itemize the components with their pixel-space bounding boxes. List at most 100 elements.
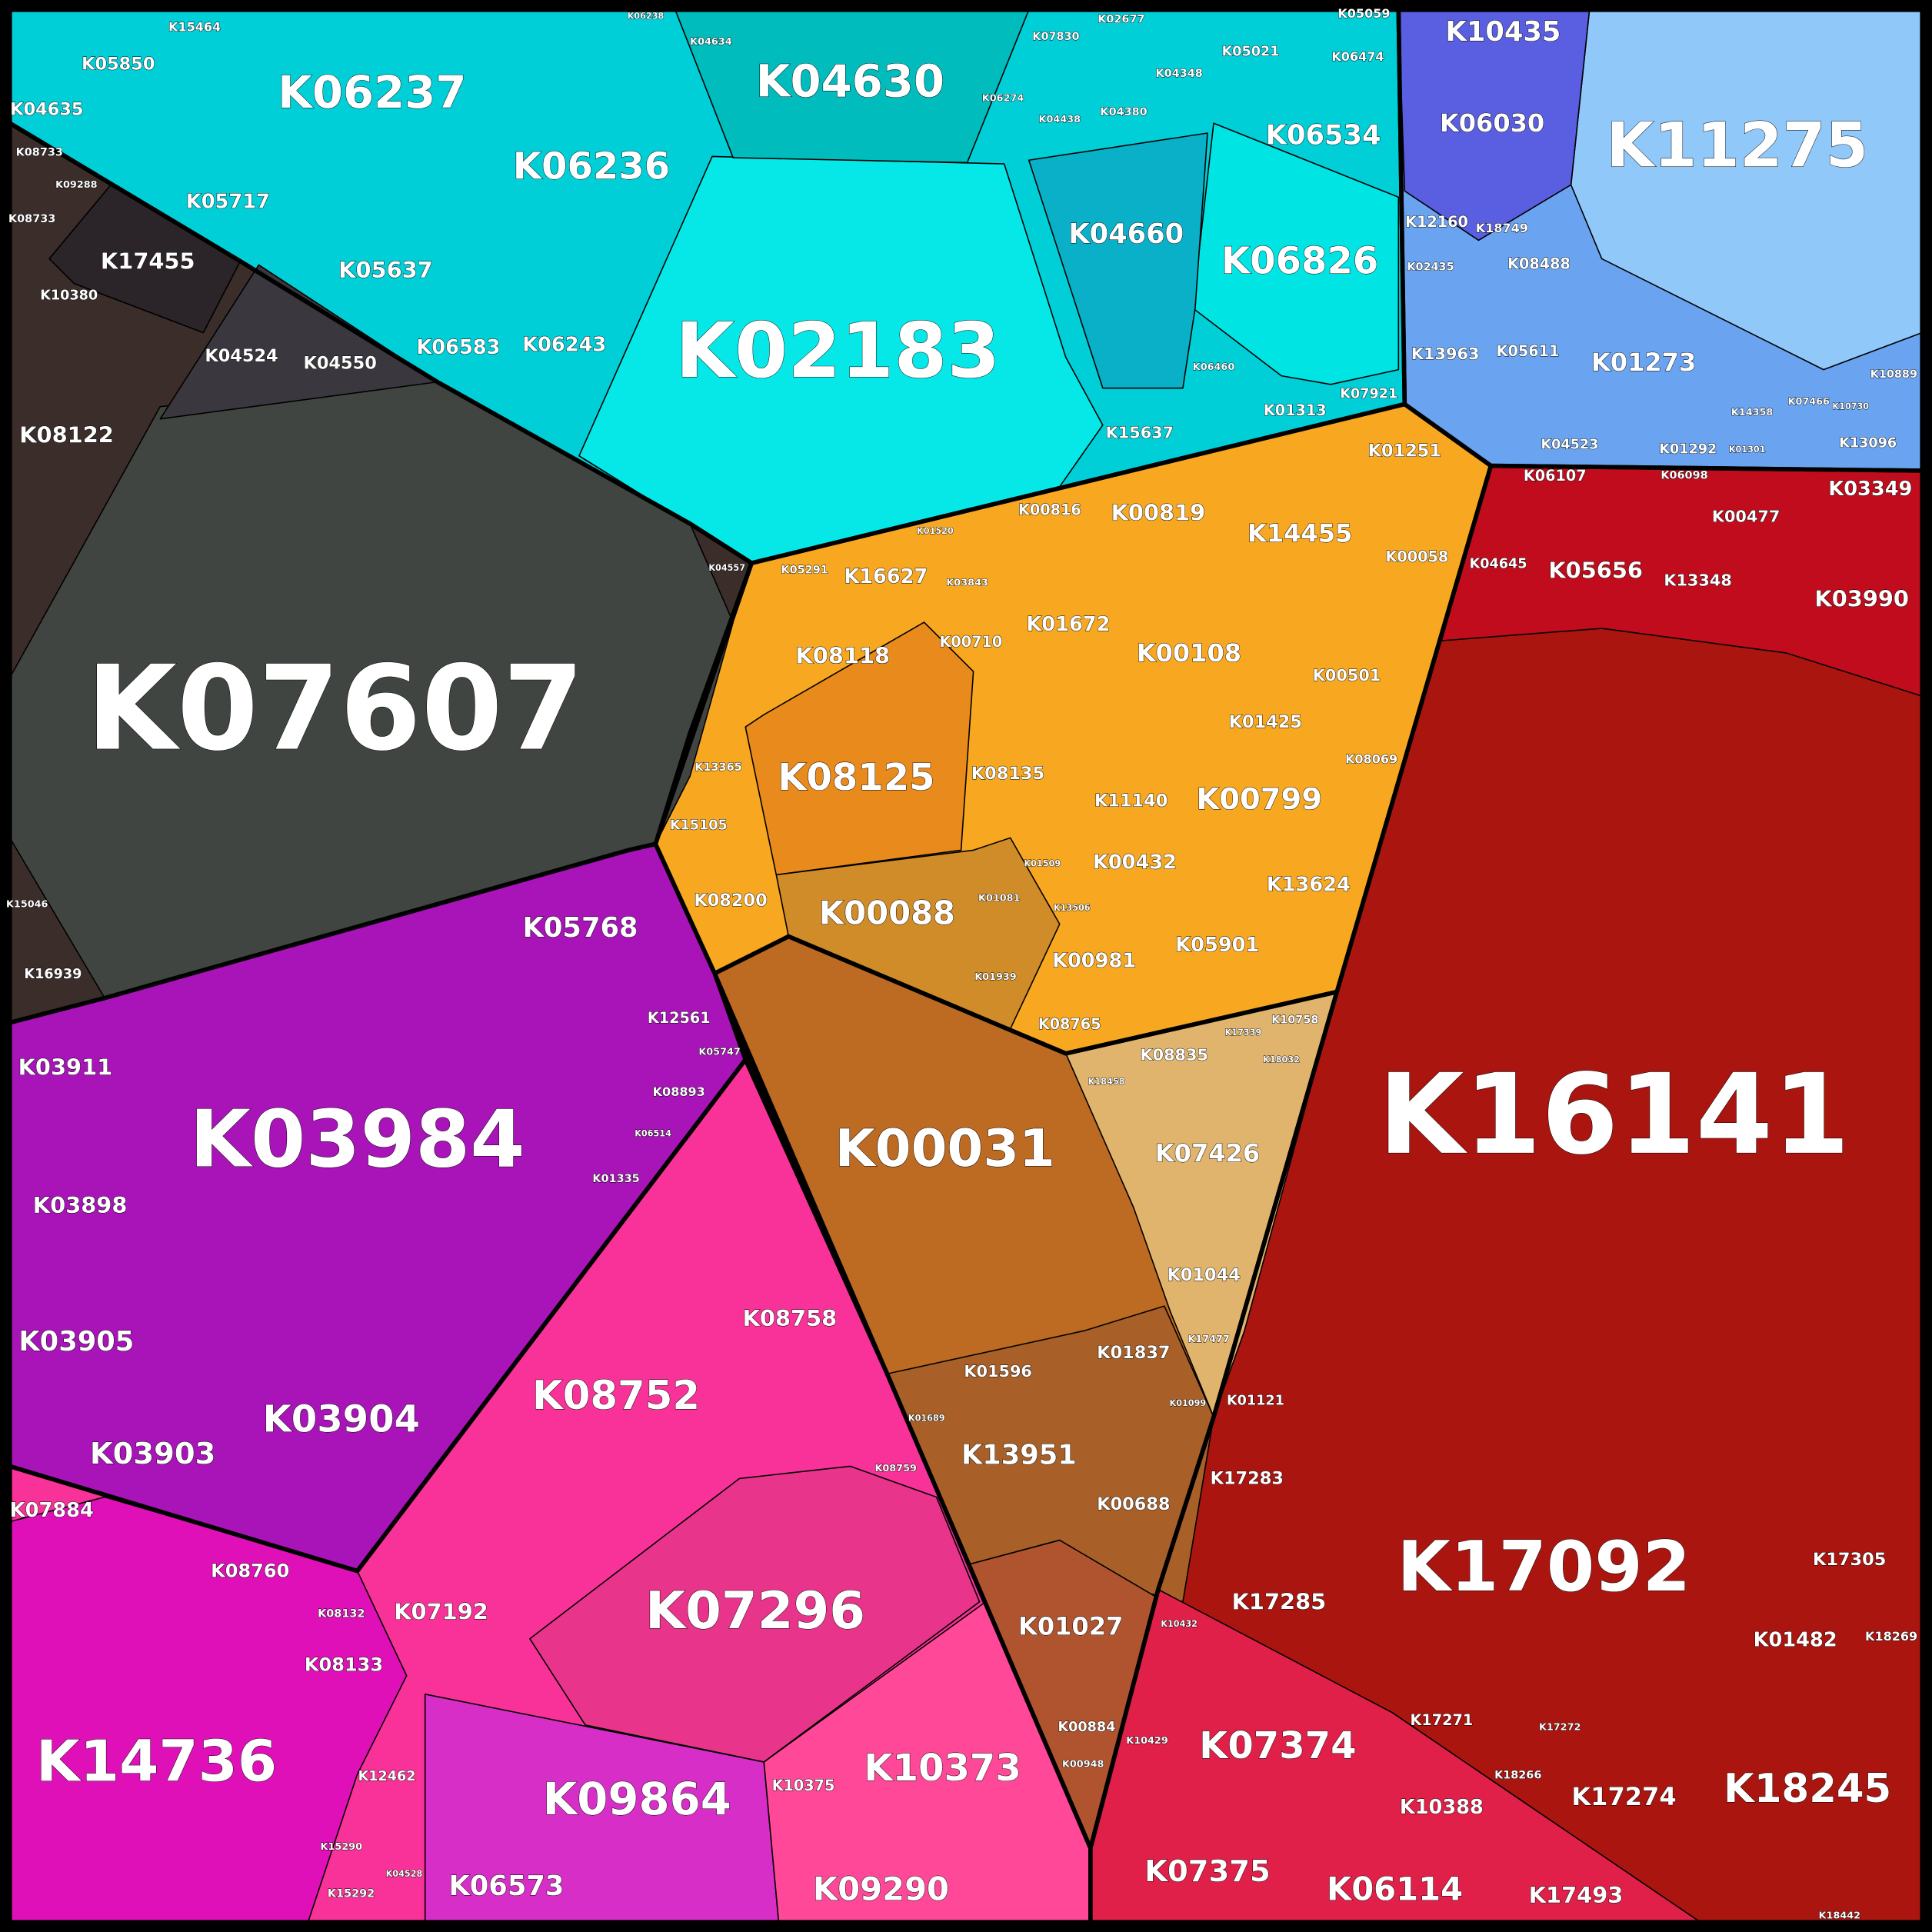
cell-label-k16939: K16939 [24,967,82,982]
cell-label-k01672: K01672 [1026,613,1110,636]
cell-label-k05291: K05291 [781,565,828,577]
cell-label-k18032: K18032 [1263,1054,1300,1064]
cell-label-k03903: K03903 [90,1437,216,1471]
cell-label-k03904: K03904 [263,1398,420,1441]
cell-label-k17271: K17271 [1411,1711,1474,1729]
cell-label-k08200: K08200 [694,891,767,911]
cell-label-k03843: K03843 [946,577,988,588]
cell-label-k15464: K15464 [168,20,221,35]
cell-label-k04630: K04630 [756,55,944,108]
cell-label-k08488: K08488 [1507,255,1571,272]
cell-label-k15290: K15290 [321,1841,363,1853]
cell-label-k01251: K01251 [1368,441,1441,461]
cell-label-k10889: K10889 [1870,368,1917,381]
cell-label-k00688: K00688 [1097,1494,1170,1514]
cell-label-k05768: K05768 [523,912,638,944]
cell-label-k18269: K18269 [1865,1629,1917,1644]
cell-label-k00799: K00799 [1197,782,1323,817]
cell-label-k04380: K04380 [1100,106,1147,118]
cell-label-k01273: K01273 [1591,348,1696,377]
cell-label-k03984: K03984 [190,1094,525,1185]
cell-label-k10373: K10373 [864,1747,1021,1790]
cell-label-k10758: K10758 [1271,1014,1318,1026]
cell-label-k15292: K15292 [328,1887,375,1900]
cell-label-k02677: K02677 [1098,14,1144,26]
cell-label-k17283: K17283 [1211,1468,1284,1488]
cell-label-k04660: K04660 [1068,218,1184,250]
cell-label-k06573: K06573 [448,1870,564,1902]
cell-label-k07884: K07884 [10,1499,94,1522]
cell-label-k08758: K08758 [743,1305,838,1331]
cell-label-k10432: K10432 [1161,1619,1198,1629]
cell-label-k01596: K01596 [964,1362,1032,1381]
cell-k07296 [529,1465,981,1763]
cell-label-k00501: K00501 [1313,666,1381,685]
cell-label-k04634: K04634 [690,36,732,48]
cell-label-k10388: K10388 [1400,1796,1484,1819]
cell-label-k00884: K00884 [1058,1720,1116,1735]
cell-label-k13096: K13096 [1839,436,1897,451]
cell-label-k06238: K06238 [628,11,665,21]
cell-k04524 [159,264,438,420]
cell-label-k17493: K17493 [1529,1882,1624,1908]
cell-label-k15637: K15637 [1106,423,1174,441]
cell-label-k13624: K13624 [1267,873,1351,896]
cell-label-k08893: K08893 [653,1084,705,1099]
cell-label-k13951: K13951 [961,1440,1077,1471]
cell-label-k06583: K06583 [416,336,500,359]
cell-label-k05901: K05901 [1175,934,1259,957]
cell-label-k06098: K06098 [1661,469,1707,481]
cell-label-k09288: K09288 [55,179,98,191]
cell-label-k01121: K01121 [1227,1394,1284,1409]
cell-label-k14455: K14455 [1247,519,1352,548]
group-border-blue [1396,8,1924,473]
cell-label-k00477: K00477 [1712,507,1780,525]
cell-label-k10730: K10730 [1832,401,1869,411]
cell-label-k09290: K09290 [813,1870,949,1907]
cell-label-k17272: K17272 [1539,1722,1581,1734]
cell-label-k06514: K06514 [635,1128,671,1138]
cell-label-k14736: K14736 [36,1729,277,1794]
cell-label-k08760: K08760 [211,1561,289,1582]
cell-label-k03911: K03911 [18,1054,113,1080]
cell-label-k01482: K01482 [1754,1628,1837,1651]
cell-label-k07375: K07375 [1144,1854,1271,1889]
cell-label-k01335: K01335 [592,1173,639,1185]
cell-label-k07192: K07192 [394,1598,488,1624]
cell-label-k01939: K01939 [974,971,1017,983]
cell-label-k00058: K00058 [1385,548,1448,566]
cell-label-k01689: K01689 [908,1413,945,1423]
cell-label-k11140: K11140 [1094,791,1168,811]
cell-label-k17305: K17305 [1813,1550,1886,1570]
cell-label-k04645: K04645 [1470,557,1527,572]
cell-label-k08125: K08125 [778,756,934,799]
cell-label-k08118: K08118 [795,642,890,668]
cell-label-k10375: K10375 [772,1777,835,1794]
cell-k04660 [1028,132,1208,389]
cell-label-k06534: K06534 [1266,120,1381,152]
cell-label-k08752: K08752 [532,1373,700,1419]
cell-label-k01425: K01425 [1229,712,1302,732]
cell-label-k13348: K13348 [1664,571,1732,590]
cell-label-k04523: K04523 [1541,437,1599,452]
cell-label-k01292: K01292 [1659,442,1717,458]
cell-label-k07830: K07830 [1032,31,1079,43]
cell-label-k00816: K00816 [1018,501,1081,519]
cell-label-k05021: K05021 [1222,44,1280,59]
cell-label-k05717: K05717 [186,191,270,214]
cell-label-k17455: K17455 [101,248,195,275]
cell-label-k18442: K18442 [1819,1910,1860,1922]
cell-label-k04557: K04557 [708,563,745,573]
cell-label-k08133: K08133 [305,1654,383,1675]
cell-label-k17339: K17339 [1225,1028,1262,1038]
cell-label-k13365: K13365 [695,761,741,774]
cell-label-k13963: K13963 [1411,345,1480,363]
cell-label-k05656: K05656 [1548,558,1643,584]
cell-label-k01520: K01520 [917,526,954,536]
cell-k17455 [48,184,242,334]
cell-label-k16141: K16141 [1378,1051,1850,1180]
cell-label-k06237: K06237 [278,66,466,118]
cell-label-k12561: K12561 [648,1009,711,1027]
cell-label-k14358: K14358 [1731,407,1774,418]
